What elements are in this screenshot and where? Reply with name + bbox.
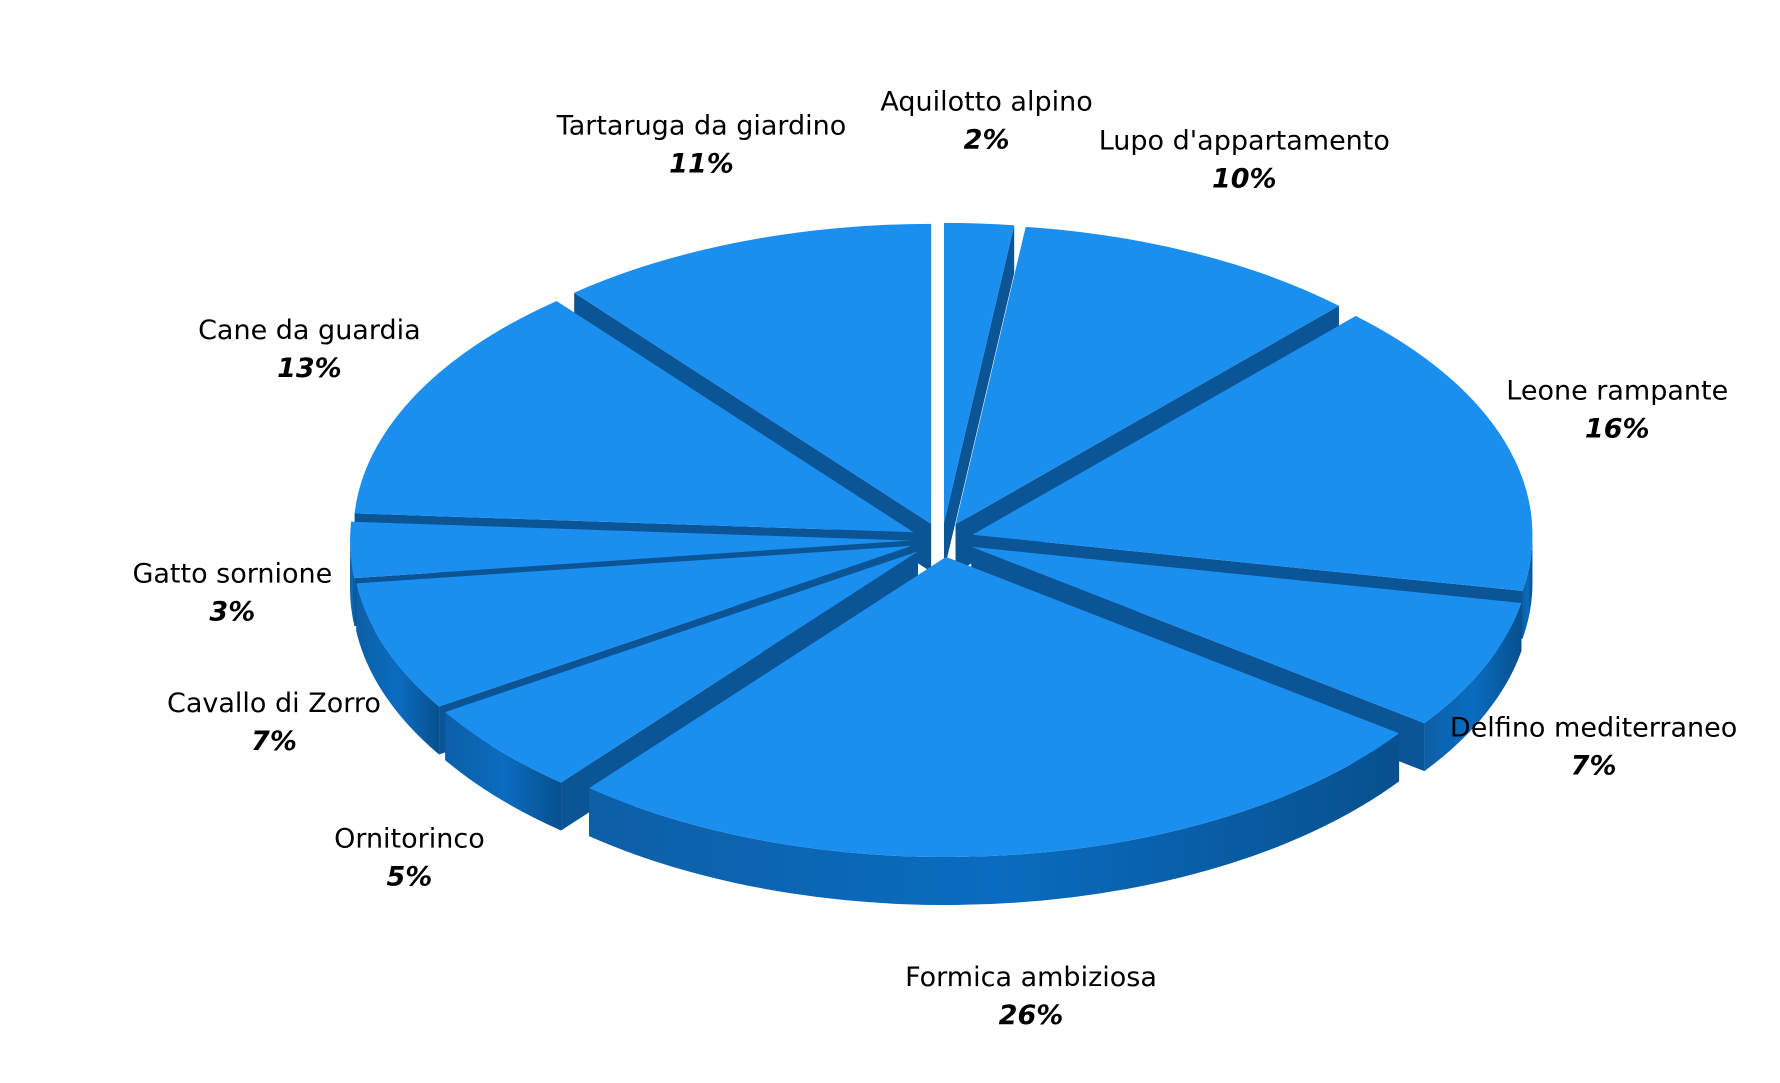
- value-label: 11%: [669, 148, 734, 179]
- slice-side: [445, 712, 562, 831]
- value-label: 10%: [1212, 163, 1277, 194]
- category-label: Cane da guardia: [198, 315, 421, 346]
- slice: [955, 226, 1339, 525]
- value-label: 13%: [277, 353, 342, 384]
- slice: [944, 222, 1015, 523]
- slice: [589, 557, 1400, 858]
- value-label: 3%: [209, 597, 255, 628]
- category-label: Leone rampante: [1506, 376, 1728, 407]
- slice-side: [350, 540, 355, 627]
- category-label: Ornitorinco: [334, 823, 485, 854]
- slice-side: [356, 583, 440, 755]
- category-label: Lupo d'appartamento: [1099, 125, 1390, 156]
- slice: [971, 546, 1522, 724]
- value-label: 7%: [251, 726, 297, 757]
- category-label: Tartaruga da giardino: [556, 110, 847, 141]
- slice: [354, 301, 914, 533]
- value-label: 16%: [1585, 414, 1650, 445]
- category-label: Cavallo di Zorro: [167, 688, 381, 719]
- category-label: Aquilotto alpino: [880, 86, 1092, 117]
- slice: [350, 521, 911, 579]
- labels: Aquilotto alpino 2% Lupo d'appartamento 10%…: [132, 86, 1737, 1031]
- slice: [972, 316, 1533, 591]
- slice-side: [1424, 603, 1522, 772]
- value-label: 7%: [1571, 750, 1617, 781]
- value-label: 5%: [386, 861, 432, 892]
- value-label: 26%: [999, 1000, 1064, 1031]
- slice: [356, 545, 912, 707]
- slice-tops: [350, 222, 1533, 858]
- slice-side: [1522, 534, 1533, 639]
- category-label: Gatto sornione: [132, 559, 332, 590]
- category-label: Delfino mediterraneo: [1450, 712, 1737, 743]
- slice: [445, 551, 918, 783]
- category-label: Formica ambiziosa: [905, 962, 1157, 993]
- slice-radial-face: [944, 225, 1015, 571]
- slice-side: [589, 733, 1400, 906]
- value-label: 2%: [964, 124, 1010, 155]
- slice: [574, 223, 932, 524]
